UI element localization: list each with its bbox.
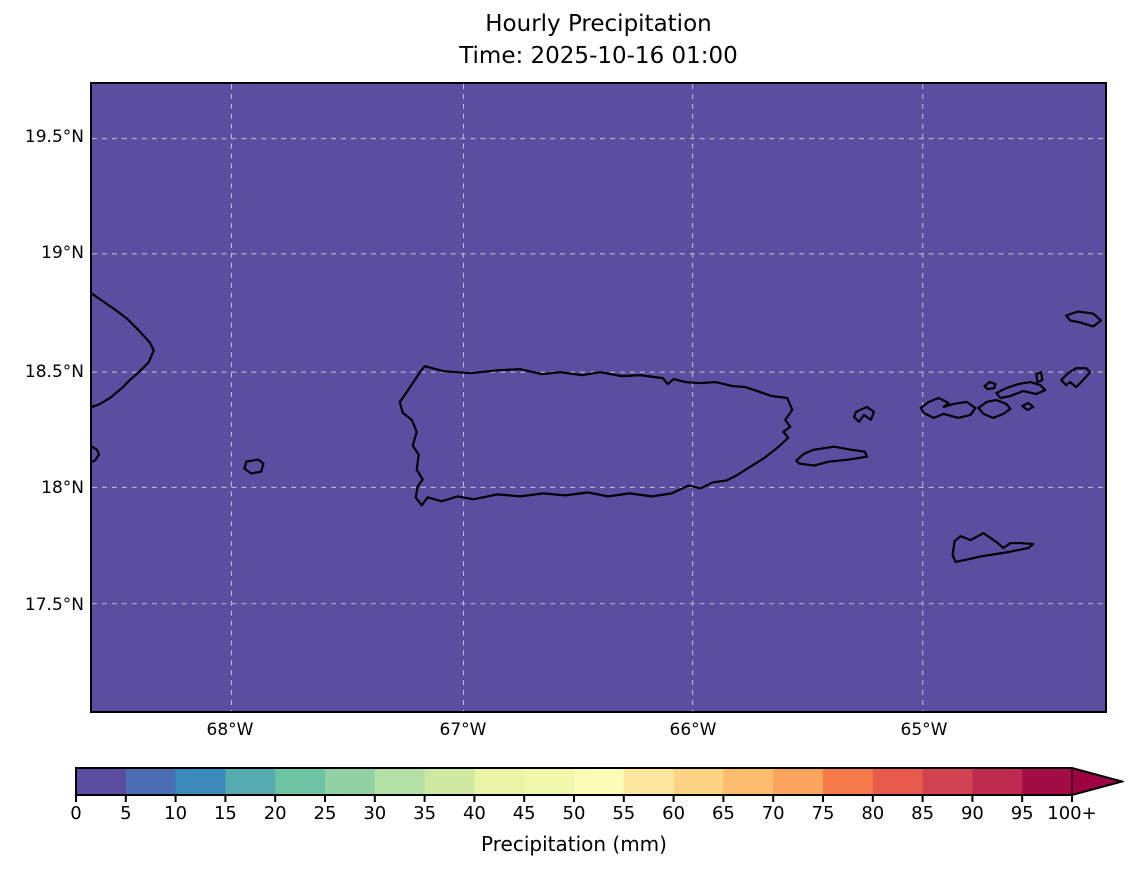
y-tick-label: 19.5°N xyxy=(24,127,84,147)
coastline-saona xyxy=(92,445,101,463)
colorbar-segment xyxy=(773,768,824,795)
colorbar-segment xyxy=(972,768,1023,795)
colorbar-segment xyxy=(723,768,774,795)
y-tick-label: 17.5°N xyxy=(24,595,84,615)
title-line-1: Hourly Precipitation xyxy=(485,11,712,37)
colorbar-tick-label: 80 xyxy=(861,803,885,824)
colorbar-tick-label: 45 xyxy=(512,803,536,824)
map-canvas xyxy=(92,84,1105,711)
y-tick-label: 18.5°N xyxy=(24,362,84,382)
coastline-peter-island xyxy=(1021,401,1035,412)
colorbar-segment xyxy=(424,768,475,795)
coastline-tortola xyxy=(995,381,1047,400)
x-tick-label: 65°W xyxy=(900,720,948,740)
colorbar-segment xyxy=(175,768,226,795)
colorbar-tick-label: 0 xyxy=(70,803,82,824)
colorbar-tick-label: 15 xyxy=(213,803,237,824)
colorbar-tick-label: 60 xyxy=(662,803,686,824)
colorbar-tick-label: 30 xyxy=(363,803,387,824)
colorbar-segments xyxy=(76,768,1073,795)
coastline-puerto-rico xyxy=(398,365,794,507)
colorbar-tick-label: 55 xyxy=(612,803,636,824)
coastline-hispaniola xyxy=(92,292,155,409)
colorbar-segment xyxy=(325,768,376,795)
colorbar-segment xyxy=(872,768,924,795)
coastline-culebra xyxy=(852,405,876,423)
colorbar-segment xyxy=(623,768,675,795)
colorbar-segment xyxy=(524,768,575,795)
colorbar-tick-label: 90 xyxy=(960,803,984,824)
colorbar-segment xyxy=(76,768,127,795)
colorbar-segment xyxy=(673,768,724,795)
coastline-beef-island xyxy=(1035,371,1044,384)
colorbar-tick-label: 5 xyxy=(120,803,132,824)
colorbar-tick-label: 65 xyxy=(711,803,735,824)
colorbar-tick-label: 85 xyxy=(911,803,935,824)
colorbar-tick-label: 35 xyxy=(413,803,437,824)
title-line-2: Time: 2025-10-16 01:00 xyxy=(459,43,738,69)
colorbar-tick-label: 100+ xyxy=(1047,803,1097,824)
coastline-vieques xyxy=(795,445,869,467)
colorbar-tick-marks xyxy=(75,795,1073,802)
colorbar-tick-label: 75 xyxy=(811,803,835,824)
colorbar xyxy=(75,767,1124,802)
colorbar-outline xyxy=(75,767,1124,796)
x-tick-label: 68°W xyxy=(206,720,254,740)
colorbar-segment xyxy=(1022,768,1073,795)
colorbar-extend-arrow xyxy=(1071,767,1124,796)
chart-title: Hourly Precipitation Time: 2025-10-16 01… xyxy=(90,8,1107,72)
coastline-st-croix xyxy=(951,532,1035,564)
colorbar-tick-label: 70 xyxy=(761,803,785,824)
y-tick-label: 19°N xyxy=(41,243,84,263)
coastline-st-thomas xyxy=(919,396,977,419)
y-tick-label: 18°N xyxy=(41,478,84,498)
x-tick-label: 67°W xyxy=(439,720,487,740)
colorbar-tick-label: 25 xyxy=(313,803,337,824)
graticule-gridlines xyxy=(92,84,1105,711)
x-tick-label: 66°W xyxy=(669,720,717,740)
colorbar-tick-label: 40 xyxy=(462,803,486,824)
colorbar-segment xyxy=(275,768,326,795)
colorbar-segment xyxy=(125,768,177,795)
coastline-mona-island xyxy=(243,458,265,475)
map-plot-area xyxy=(90,82,1107,713)
colorbar-tick-label: 50 xyxy=(562,803,586,824)
colorbar-tick-label: 10 xyxy=(164,803,188,824)
colorbar-segment xyxy=(225,768,276,795)
colorbar-segment xyxy=(374,768,426,795)
coastline-st-john xyxy=(977,398,1012,419)
colorbar-segment xyxy=(823,768,874,795)
colorbar-segment xyxy=(922,768,973,795)
colorbar-segment xyxy=(474,768,525,795)
coastline-jost-van-dyke xyxy=(983,381,997,391)
coastline-virgin-gorda xyxy=(1060,367,1092,389)
colorbar-tick-label: 20 xyxy=(263,803,287,824)
colorbar-label: Precipitation (mm) xyxy=(481,832,667,856)
colorbar-segment xyxy=(574,768,625,795)
coastline-anegada xyxy=(1065,310,1103,328)
colorbar-tick-label: 95 xyxy=(1010,803,1034,824)
coastlines xyxy=(92,292,1103,564)
